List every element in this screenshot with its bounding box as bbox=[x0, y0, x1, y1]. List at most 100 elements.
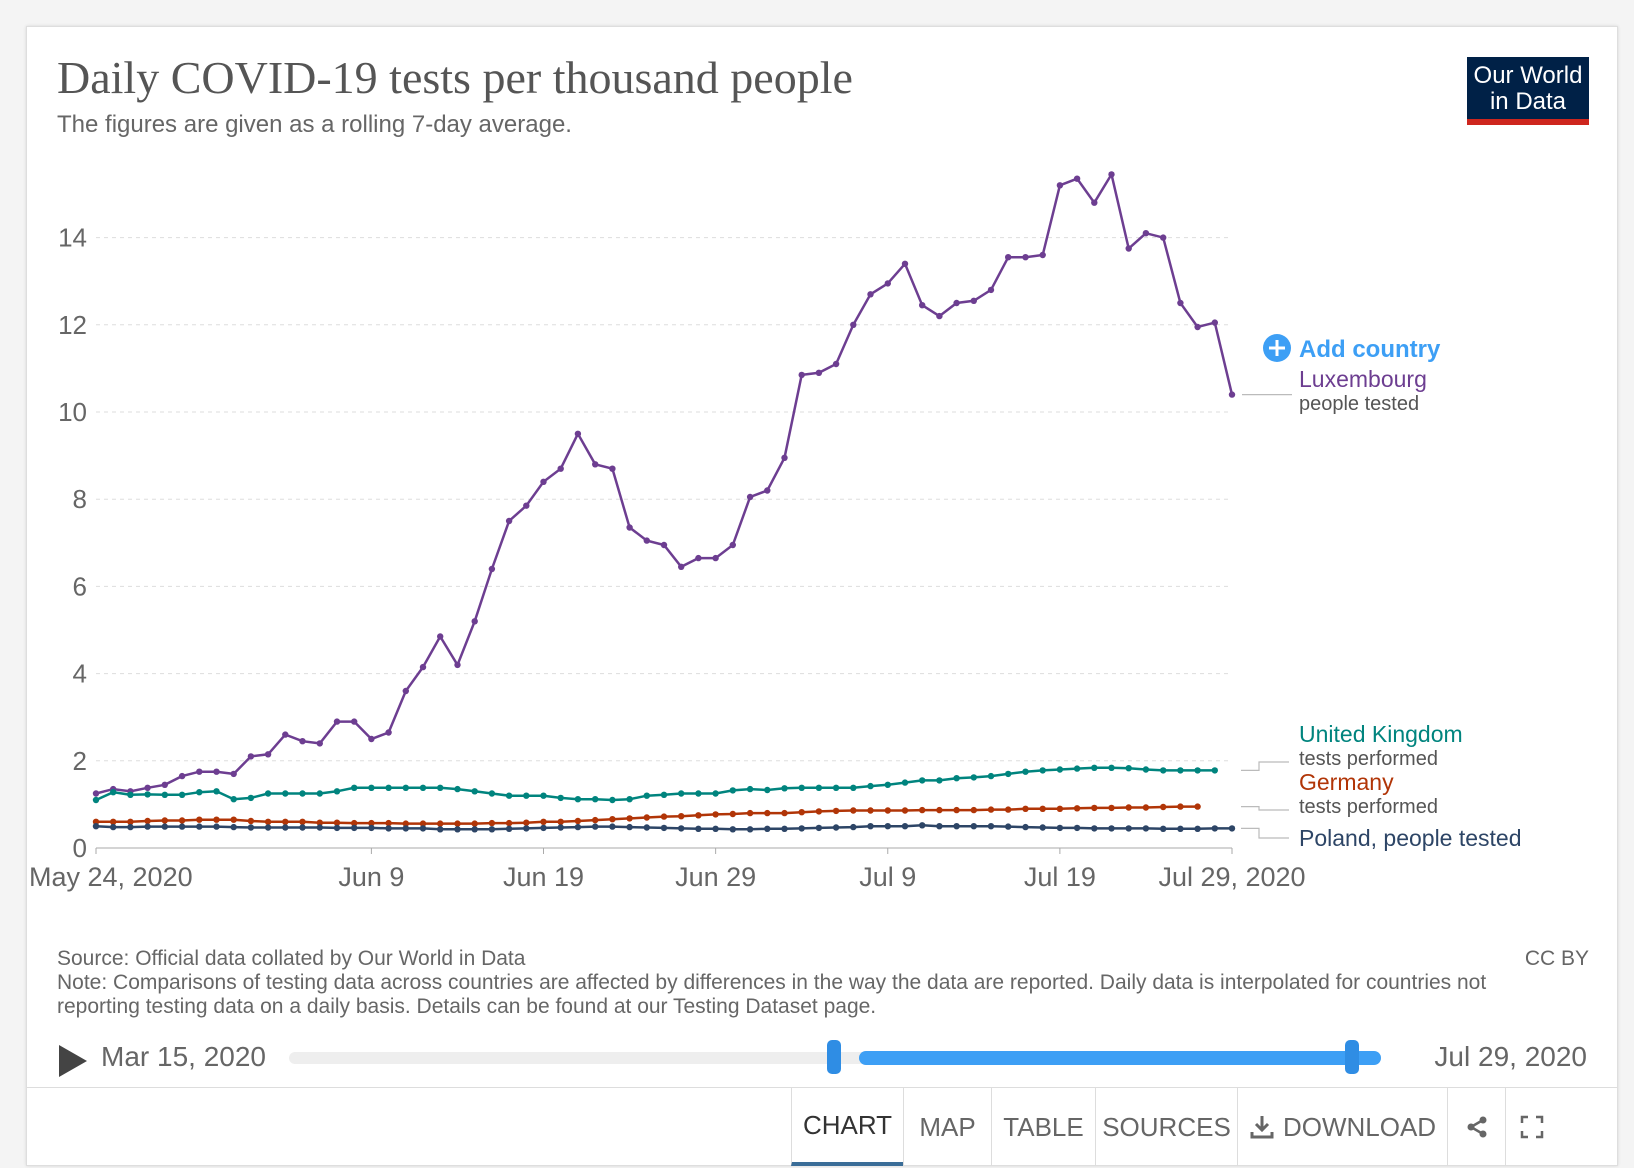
x-tick-label: Jul 29, 2020 bbox=[1158, 862, 1305, 892]
data-point bbox=[1142, 766, 1150, 773]
data-point bbox=[1142, 230, 1150, 237]
data-point bbox=[660, 791, 668, 798]
data-point bbox=[712, 825, 719, 832]
series-label[interactable]: United Kingdom bbox=[1299, 721, 1463, 747]
data-point bbox=[1091, 199, 1098, 206]
tab-download-label: DOWNLOAD bbox=[1282, 1111, 1437, 1142]
y-tick-label: 4 bbox=[73, 659, 87, 689]
data-point bbox=[437, 784, 444, 791]
owid-logo[interactable]: Our World in Data bbox=[1467, 57, 1589, 125]
timeline-start-handle[interactable] bbox=[827, 1040, 841, 1074]
data-point bbox=[230, 816, 237, 823]
x-tick-label: Jun 19 bbox=[503, 862, 584, 892]
data-point bbox=[557, 465, 564, 472]
data-point bbox=[1005, 823, 1012, 830]
series-label[interactable]: Luxembourg bbox=[1299, 366, 1427, 392]
data-point bbox=[1160, 803, 1167, 811]
data-point bbox=[385, 729, 392, 736]
x-tick-label: Jul 9 bbox=[859, 862, 916, 892]
data-point bbox=[678, 790, 685, 797]
data-point bbox=[626, 796, 633, 803]
tab-sources[interactable]: SOURCES bbox=[1095, 1088, 1237, 1166]
data-point bbox=[351, 784, 358, 791]
data-point bbox=[919, 822, 926, 829]
data-point bbox=[936, 806, 943, 814]
data-point bbox=[815, 824, 823, 832]
series-label-suffix: tests performed bbox=[1299, 796, 1438, 818]
series-luxembourg[interactable] bbox=[92, 171, 1236, 797]
gridlines bbox=[96, 237, 1232, 762]
data-point bbox=[884, 280, 891, 287]
tab-table-label: TABLE bbox=[1003, 1111, 1084, 1142]
data-point bbox=[178, 823, 186, 830]
data-point bbox=[729, 787, 736, 794]
add-country-button[interactable]: Add country bbox=[1263, 334, 1441, 363]
data-point bbox=[92, 796, 100, 804]
tab-download[interactable]: DOWNLOAD bbox=[1237, 1088, 1447, 1166]
data-point bbox=[660, 813, 668, 820]
data-point bbox=[660, 541, 668, 549]
fullscreen-button[interactable] bbox=[1505, 1088, 1557, 1166]
data-point bbox=[1142, 825, 1150, 832]
data-point bbox=[213, 816, 220, 823]
data-point bbox=[196, 768, 203, 775]
data-point bbox=[660, 824, 668, 832]
series-layer bbox=[92, 171, 1236, 833]
series-label[interactable]: Poland, people tested bbox=[1299, 825, 1522, 851]
data-point bbox=[901, 823, 909, 830]
data-point bbox=[1022, 768, 1029, 775]
data-point bbox=[316, 824, 323, 831]
data-point bbox=[901, 779, 909, 786]
series-poland[interactable] bbox=[92, 822, 1236, 833]
timeline: Mar 15, 2020 Jul 29, 2020 bbox=[27, 1035, 1617, 1085]
data-point bbox=[264, 818, 272, 825]
data-point bbox=[1177, 803, 1184, 810]
data-point bbox=[987, 823, 995, 830]
data-point bbox=[316, 740, 323, 747]
fullscreen-icon bbox=[1520, 1115, 1543, 1139]
data-point bbox=[402, 825, 409, 832]
source-text: Source: Official data collated by Our Wo… bbox=[57, 947, 526, 970]
series-label[interactable]: Germany bbox=[1299, 769, 1394, 795]
data-point bbox=[832, 824, 840, 831]
data-point bbox=[351, 819, 358, 827]
tab-chart[interactable]: CHART bbox=[791, 1088, 903, 1166]
data-point bbox=[574, 796, 582, 803]
data-point bbox=[230, 796, 237, 803]
data-point bbox=[1142, 804, 1150, 811]
data-point bbox=[92, 790, 100, 797]
license-link[interactable]: CC BY bbox=[1524, 947, 1589, 970]
data-point bbox=[419, 663, 427, 671]
data-point bbox=[299, 824, 306, 831]
series-united-kingdom[interactable] bbox=[92, 764, 1219, 804]
data-point bbox=[729, 541, 736, 549]
data-point bbox=[213, 768, 220, 775]
data-point bbox=[781, 785, 788, 792]
label-leader-line bbox=[1241, 827, 1289, 839]
tab-map-label: MAP bbox=[919, 1111, 976, 1142]
data-point bbox=[1108, 764, 1115, 771]
timeline-end-handle[interactable] bbox=[1345, 1040, 1359, 1074]
play-icon[interactable] bbox=[59, 1045, 87, 1077]
share-button[interactable] bbox=[1447, 1088, 1505, 1166]
data-point bbox=[557, 794, 564, 802]
data-point bbox=[574, 817, 582, 825]
tab-bar: CHART MAP TABLE SOURCES DOWNLOAD bbox=[27, 1087, 1617, 1166]
series-germany[interactable] bbox=[92, 803, 1201, 827]
data-point bbox=[161, 817, 168, 824]
data-point bbox=[712, 811, 719, 818]
data-point bbox=[488, 819, 496, 827]
data-point bbox=[695, 825, 702, 832]
data-point bbox=[1022, 823, 1029, 831]
y-tick-label: 10 bbox=[58, 397, 87, 427]
tab-table[interactable]: TABLE bbox=[991, 1088, 1095, 1166]
data-point bbox=[626, 823, 633, 831]
data-point bbox=[729, 810, 736, 818]
data-point bbox=[1005, 770, 1012, 778]
timeline-selected-range[interactable] bbox=[859, 1051, 1381, 1065]
data-point bbox=[488, 790, 496, 797]
data-point bbox=[832, 784, 840, 791]
data-point bbox=[712, 790, 719, 797]
tab-map[interactable]: MAP bbox=[903, 1088, 991, 1166]
